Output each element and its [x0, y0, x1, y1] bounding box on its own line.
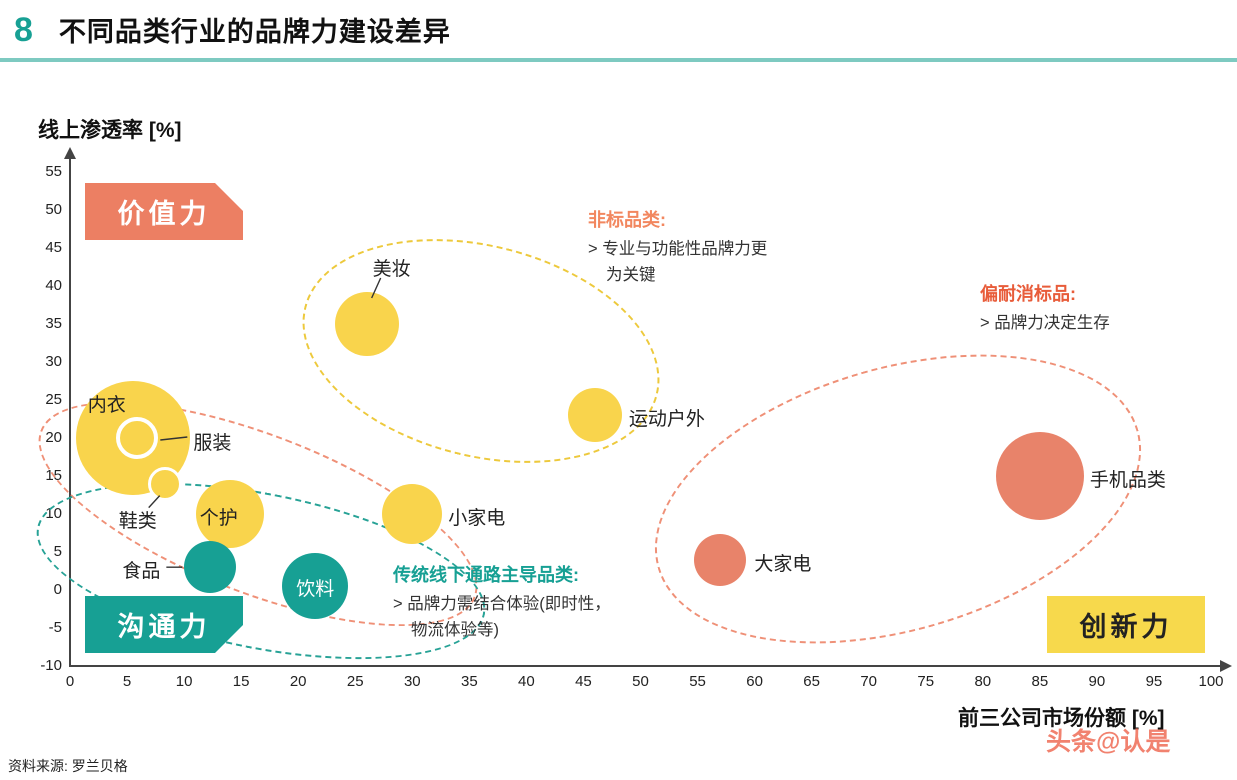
annotation-line: > 品牌力决定生存	[980, 314, 1110, 332]
x-tick-label: 65	[803, 673, 820, 690]
x-tick-label: 75	[917, 673, 935, 690]
chart-bubble	[195, 480, 264, 548]
annotation-title: 非标品类:	[588, 210, 666, 230]
bubble-label: 个护	[199, 508, 238, 529]
chart-bubble	[282, 553, 349, 620]
y-axis-arrow-icon	[64, 147, 76, 159]
annotation-line: 物流体验等)	[411, 621, 499, 639]
x-tick-label: 25	[346, 673, 364, 690]
bubble-label: 美妆	[372, 259, 411, 280]
chart-bubble	[567, 388, 622, 443]
title-divider	[0, 58, 1237, 62]
bubble-label: 大家电	[754, 553, 812, 575]
bubble-label: 内衣	[87, 395, 126, 416]
page-title: 不同品类行业的品牌力建设差异	[58, 17, 451, 47]
chart-bubble	[694, 533, 747, 586]
chart-bubble	[382, 484, 443, 544]
y-tick-label: -5	[48, 619, 62, 636]
x-tick-label: 15	[232, 673, 250, 690]
y-tick-label: 15	[45, 467, 62, 484]
y-axis-title: 线上渗透率 [%]	[38, 119, 182, 142]
page-header: 8 不同品类行业的品牌力建设差异	[14, 10, 451, 50]
x-tick-label: 40	[518, 673, 535, 690]
x-tick-label: 5	[122, 673, 132, 690]
y-tick-label: 30	[45, 353, 62, 370]
y-tick-label: 35	[45, 315, 62, 332]
x-tick-label: 55	[689, 673, 706, 690]
x-tick-label: 0	[65, 673, 75, 690]
page-number: 8	[14, 11, 33, 49]
x-tick-label: 50	[632, 673, 649, 690]
x-tick-label: 60	[746, 673, 763, 690]
badge-value-power: 价值力	[85, 183, 243, 240]
bubble-label: 小家电	[448, 508, 506, 529]
x-tick-label: 70	[860, 673, 878, 690]
y-tick-label: 10	[45, 505, 62, 522]
annotation-durable-standard-goods: 偏耐消标品: > 品牌力决定生存	[980, 280, 1110, 336]
annotation-title: 偏耐消标品:	[980, 284, 1076, 304]
x-tick-label: 30	[403, 673, 421, 690]
bubble-label: 服装	[193, 433, 232, 454]
x-tick-label: 80	[974, 673, 992, 690]
y-tick-label: 40	[45, 277, 62, 294]
source-note: 资料来源: 罗兰贝格	[8, 758, 128, 774]
x-tick-label: 100	[1198, 673, 1224, 690]
chart-bubble	[184, 541, 237, 594]
y-tick-label: 0	[53, 581, 62, 598]
badge-innovation-power: 创新力	[1047, 596, 1205, 653]
annotation-line: 为关键	[606, 266, 656, 284]
y-tick-label: 55	[45, 163, 62, 180]
bubble-label: 饮料	[296, 579, 335, 601]
x-axis-line	[69, 665, 1221, 667]
x-tick-label: 95	[1145, 673, 1163, 690]
y-tick-label: 20	[45, 429, 62, 446]
chart-bubble	[995, 432, 1084, 520]
x-axis-arrow-icon	[1220, 660, 1232, 672]
x-tick-label: 85	[1031, 673, 1049, 690]
x-tick-label: 35	[461, 673, 478, 690]
y-axis-line	[69, 158, 71, 667]
chart-bubble	[116, 417, 159, 459]
x-tick-label: 90	[1088, 673, 1106, 690]
annotation-traditional-offline-categories: 传统线下通路主导品类: > 品牌力需结合体验(即时性， 物流体验等)	[393, 561, 611, 643]
bubble-label: 手机品类	[1089, 470, 1166, 491]
x-tick-label: 20	[289, 673, 307, 690]
annotation-title: 传统线下通路主导品类:	[393, 565, 579, 585]
annotation-line: > 品牌力需结合体验(即时性，	[393, 595, 611, 613]
chart-bubble	[334, 292, 399, 356]
bubble-label: 鞋类	[118, 510, 157, 532]
x-axis-title: 前三公司市场份额 [%]	[958, 707, 1165, 730]
annotation-nonstandard-categories: 非标品类: > 专业与功能性品牌力更 为关键	[588, 206, 767, 288]
x-tick-label: 45	[575, 673, 592, 690]
badge-communication-power: 沟通力	[85, 596, 243, 653]
annotation-line: > 专业与功能性品牌力更	[588, 240, 768, 258]
bubble-label: 食品	[122, 561, 161, 583]
bubble-chart: 价值力 沟通力 创新力 55 50 45 40 35 30 25 20 15 10 5 0 -5 -10 0…	[12, 147, 1232, 695]
x-tick-label: 10	[175, 673, 193, 690]
y-tick-label: -10	[40, 657, 62, 674]
y-tick-label: 5	[53, 543, 62, 560]
bubble-label: 运动户外	[628, 409, 705, 431]
y-tick-label: 50	[45, 201, 62, 218]
watermark: 头条@认是	[1046, 728, 1171, 756]
y-tick-label: 45	[45, 239, 62, 256]
chart-bubble	[147, 466, 182, 501]
y-tick-label: 25	[45, 391, 62, 408]
